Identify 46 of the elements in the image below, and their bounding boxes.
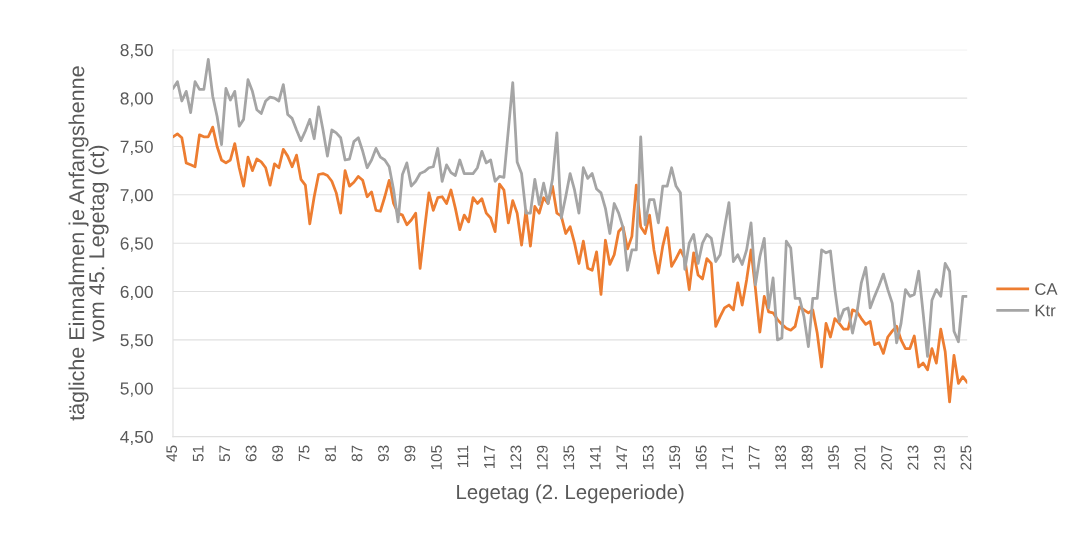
x-tick-label: 147 [616, 445, 628, 470]
y-tick-label: 5,00 [120, 382, 153, 397]
y-tick-label: 4,50 [120, 430, 153, 446]
x-tick-label: 87 [351, 445, 363, 462]
x-tick-label: 141 [590, 445, 601, 470]
x-tick-label: 189 [801, 445, 813, 470]
y-axis-title: tägliche Einnahmen je Anfangshenne vom 45. Legetag (ct) [68, 66, 109, 421]
line-series [172, 125, 968, 404]
line-series [172, 58, 968, 358]
x-tick-label: 57 [219, 445, 231, 462]
y-tick-label: 8,50 [120, 43, 153, 59]
x-tick-label: 129 [536, 445, 548, 470]
x-tick-label: 225 [960, 445, 972, 470]
x-tick-label: 219 [934, 445, 945, 470]
y-tick-label: 6,50 [120, 237, 153, 252]
x-tick-label: 63 [245, 445, 257, 462]
x-tick-label: 105 [431, 445, 442, 470]
x-tick-label: 165 [695, 445, 707, 470]
x-tick-label: 45 [166, 445, 178, 462]
y-tick-label: 5,50 [120, 334, 153, 349]
legend-label: Ktr [1035, 304, 1056, 317]
x-tick-label: 111 [457, 445, 469, 467]
y-tick-label: 7,50 [120, 140, 153, 155]
x-tick-label: 75 [298, 445, 310, 462]
x-tick-label: 159 [669, 445, 681, 470]
x-tick-label: 123 [510, 445, 522, 470]
x-axis-title: Legetag (2. Legeperiode) [457, 484, 684, 504]
x-tick-label: 117 [484, 445, 495, 469]
y-tick-label: 8,00 [120, 92, 153, 107]
x-tick-label: 177 [748, 445, 760, 470]
x-tick-label: 99 [404, 445, 416, 462]
legend-label: CA [1035, 283, 1058, 295]
x-tick-label: 207 [881, 445, 892, 470]
x-tick-label: 213 [907, 445, 919, 470]
x-tick-label: 153 [642, 445, 654, 470]
x-tick-label: 135 [563, 445, 575, 470]
x-tick-label: 69 [272, 445, 283, 462]
x-tick-label: 81 [325, 445, 336, 462]
x-tick-label: 201 [854, 445, 866, 470]
y-tick-label: 7,00 [120, 188, 153, 204]
x-tick-label: 51 [192, 445, 204, 462]
x-tick-label: 195 [828, 445, 839, 470]
x-tick-label: 183 [775, 445, 787, 470]
x-tick-label: 171 [722, 445, 733, 470]
y-tick-label: 6,00 [120, 285, 153, 301]
x-tick-label: 93 [378, 445, 389, 462]
